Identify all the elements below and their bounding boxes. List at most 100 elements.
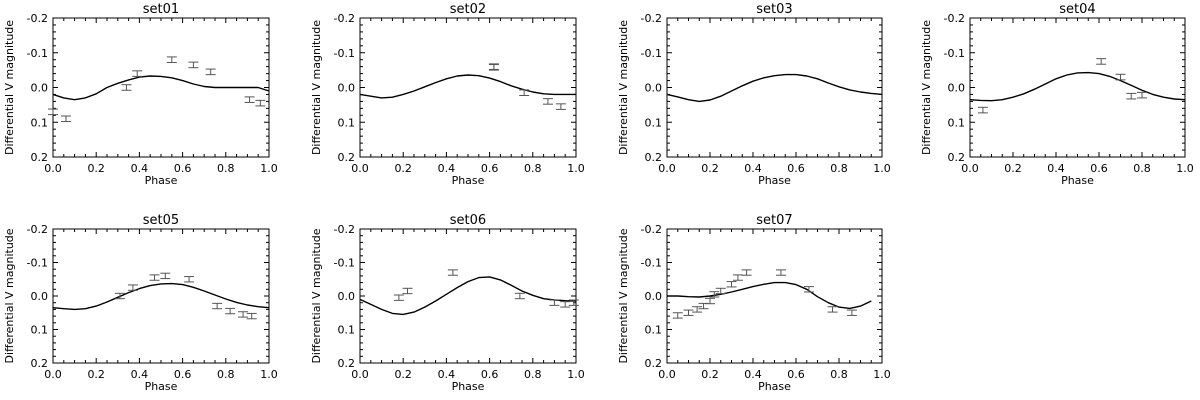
y-tick-label: 0.0: [645, 82, 663, 95]
y-tick-label: 0.2: [31, 357, 49, 370]
x-tick-label: 0.2: [701, 162, 719, 175]
data-point: [225, 307, 236, 315]
plot-frame: [969, 17, 1186, 158]
data-point: [255, 99, 266, 107]
data-point: [121, 84, 132, 91]
y-axis-label: Differential V magnitude: [3, 228, 16, 363]
y-tick-label: 0.1: [31, 324, 49, 337]
model-curve: [52, 75, 270, 101]
x-axis-label: Phase: [1061, 174, 1094, 187]
x-axis-label: Phase: [758, 174, 791, 187]
y-tick-label: -0.1: [334, 47, 355, 60]
chart-panel-set04: 0.0 0.2 0.4 0.6 0.8 1.0-0.2-0.10.00.10.2set04…: [920, 2, 1194, 187]
data-point: [238, 311, 249, 318]
data-point: [732, 274, 743, 281]
data-point: [205, 68, 216, 76]
y-tick-label: -0.2: [334, 223, 355, 236]
x-tick-label: 1.0: [260, 162, 278, 175]
data-point: [447, 269, 458, 276]
y-tick-label: 0.0: [338, 82, 356, 95]
y-tick-label: 0.2: [645, 151, 663, 164]
chart-panel-set01: 0.0 0.2 0.4 0.6 0.8 1.0-0.2-0.10.00.10.2set01…: [3, 2, 278, 187]
data-point: [1096, 58, 1107, 65]
x-tick-label: 0.6: [481, 368, 499, 381]
y-tick-label: 0.2: [31, 151, 49, 164]
data-point: [402, 287, 413, 295]
model-curve: [969, 71, 1186, 102]
y-axis-label: Differential V magnitude: [617, 228, 630, 363]
y-tick-label: 0.1: [31, 116, 49, 129]
chart-title: set07: [756, 213, 792, 228]
model-curve: [666, 73, 883, 103]
x-tick-label: 0.8: [524, 368, 542, 381]
x-tick-label: 1.0: [1176, 162, 1194, 175]
data-point: [514, 292, 525, 300]
x-tick-label: 0.8: [217, 368, 235, 381]
y-tick-label: 0.0: [338, 290, 356, 303]
data-point: [212, 302, 223, 310]
chart-panel-set06: 0.0 0.2 0.4 0.6 0.8 1.0-0.2-0.10.00.10.2set06…: [310, 213, 585, 393]
x-tick-label: 0.0: [44, 368, 62, 381]
y-tick-label: -0.1: [27, 257, 48, 270]
y-tick-label: -0.1: [641, 47, 662, 60]
data-point: [1115, 73, 1126, 81]
plot-frame: [359, 17, 577, 158]
data-point: [741, 269, 752, 276]
data-point: [692, 306, 703, 313]
y-tick-label: -0.1: [944, 47, 965, 60]
data-point: [1126, 92, 1137, 100]
data-point: [827, 306, 838, 313]
x-tick-label: 0.0: [961, 162, 979, 175]
x-tick-label: 0.6: [481, 162, 499, 175]
plot-frame: [666, 228, 883, 364]
data-point: [166, 56, 177, 63]
y-tick-label: -0.1: [27, 47, 48, 60]
y-tick-label: 0.1: [338, 324, 356, 337]
data-point: [48, 108, 58, 116]
chart-panel-set02: 0.0 0.2 0.4 0.6 0.8 1.0-0.2-0.10.00.10.2set02…: [310, 2, 585, 187]
y-tick-label: -0.2: [641, 12, 662, 25]
x-tick-label: 0.2: [394, 162, 412, 175]
y-tick-label: -0.2: [334, 12, 355, 25]
data-point: [705, 297, 715, 305]
data-point: [846, 309, 857, 316]
x-tick-label: 0.0: [44, 162, 62, 175]
x-tick-label: 0.2: [1004, 162, 1022, 175]
data-point: [149, 274, 160, 281]
y-tick-label: 0.0: [948, 82, 966, 95]
data-point: [1137, 91, 1147, 99]
x-tick-label: 0.0: [658, 368, 676, 381]
y-tick-label: 0.1: [645, 116, 663, 129]
y-tick-label: -0.2: [27, 12, 48, 25]
x-tick-label: 0.8: [524, 162, 542, 175]
x-tick-label: 0.6: [787, 368, 805, 381]
y-axis-label: Differential V magnitude: [310, 228, 323, 363]
x-axis-label: Phase: [145, 380, 178, 393]
data-point: [519, 89, 530, 96]
y-tick-label: 0.0: [645, 290, 663, 303]
data-point: [560, 301, 571, 308]
y-axis-label: Differential V magnitude: [310, 20, 323, 155]
data-point: [555, 103, 566, 110]
data-point: [60, 115, 71, 123]
data-point: [542, 98, 553, 105]
data-point: [160, 272, 171, 280]
chart-title: set03: [756, 2, 792, 17]
x-tick-label: 0.6: [1090, 162, 1108, 175]
x-tick-label: 0.2: [87, 162, 105, 175]
data-point: [114, 292, 125, 300]
data-point: [726, 281, 737, 288]
y-tick-label: 0.2: [338, 151, 356, 164]
y-tick-label: 0.2: [645, 357, 663, 370]
data-point: [709, 291, 720, 298]
x-tick-label: 0.4: [438, 162, 456, 175]
x-tick-label: 0.4: [744, 162, 762, 175]
data-point: [184, 276, 195, 283]
x-tick-label: 0.8: [1133, 162, 1151, 175]
y-axis-label: Differential V magnitude: [3, 20, 16, 155]
x-tick-label: 0.4: [744, 368, 762, 381]
model-curve: [359, 276, 577, 316]
y-axis-label: Differential V magnitude: [920, 20, 933, 155]
y-tick-label: 0.1: [948, 116, 966, 129]
